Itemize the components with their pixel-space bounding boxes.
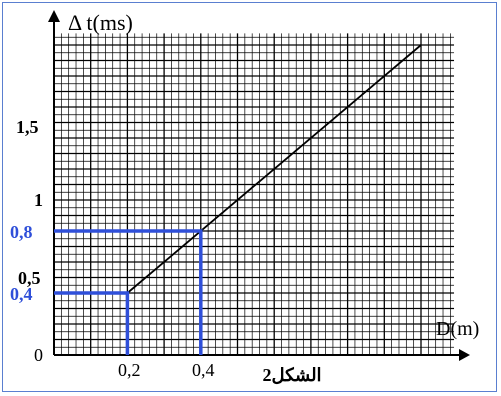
highlight-guides	[54, 229, 203, 355]
y-tick-0: 0	[34, 345, 43, 365]
y-tick-0-4: 0,4	[10, 284, 33, 304]
x-axis-arrow	[459, 349, 470, 361]
y-tick-1: 1	[34, 190, 43, 210]
x-axis-label: D(m)	[436, 318, 479, 340]
y-tick-0-5: 0,5	[18, 268, 41, 288]
chart-labels: Δ t(ms) D(m) 0 0,4 0,5 0,8 1 1,5 0,2 0,4…	[10, 10, 479, 385]
chart-axes	[48, 10, 470, 361]
y-tick-1-5: 1,5	[16, 117, 39, 137]
series-line	[126, 44, 422, 294]
x-tick-0-2: 0,2	[118, 360, 141, 380]
x-tick-0-4: 0,4	[192, 360, 215, 380]
chart-grid	[53, 33, 455, 356]
highlight-guide-1	[54, 229, 203, 355]
figure-frame	[2, 2, 497, 392]
figure-caption: الشكل2	[262, 365, 321, 385]
highlight-guide-0	[54, 291, 130, 355]
y-axis-arrow	[48, 10, 60, 22]
y-axis-label: Δ t(ms)	[68, 10, 133, 35]
y-tick-0-8: 0,8	[10, 222, 33, 242]
chart-series	[126, 44, 422, 294]
